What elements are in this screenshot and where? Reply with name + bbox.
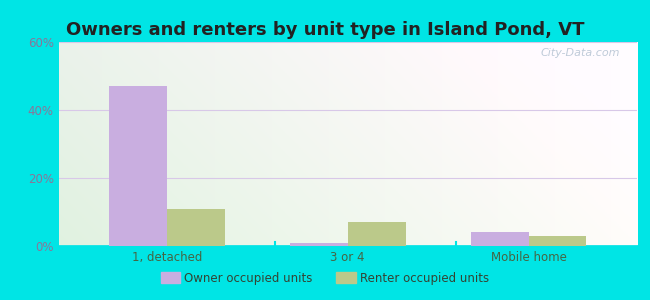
Text: City-Data.com: City-Data.com bbox=[540, 48, 619, 58]
Bar bbox=[109, 86, 167, 246]
Bar bbox=[290, 243, 348, 246]
Text: Owners and renters by unit type in Island Pond, VT: Owners and renters by unit type in Islan… bbox=[66, 21, 584, 39]
Bar bbox=[471, 232, 528, 246]
Legend: Owner occupied units, Renter occupied units: Owner occupied units, Renter occupied un… bbox=[155, 266, 495, 291]
Bar bbox=[167, 208, 225, 246]
Bar bbox=[528, 236, 586, 246]
Bar bbox=[348, 222, 406, 246]
